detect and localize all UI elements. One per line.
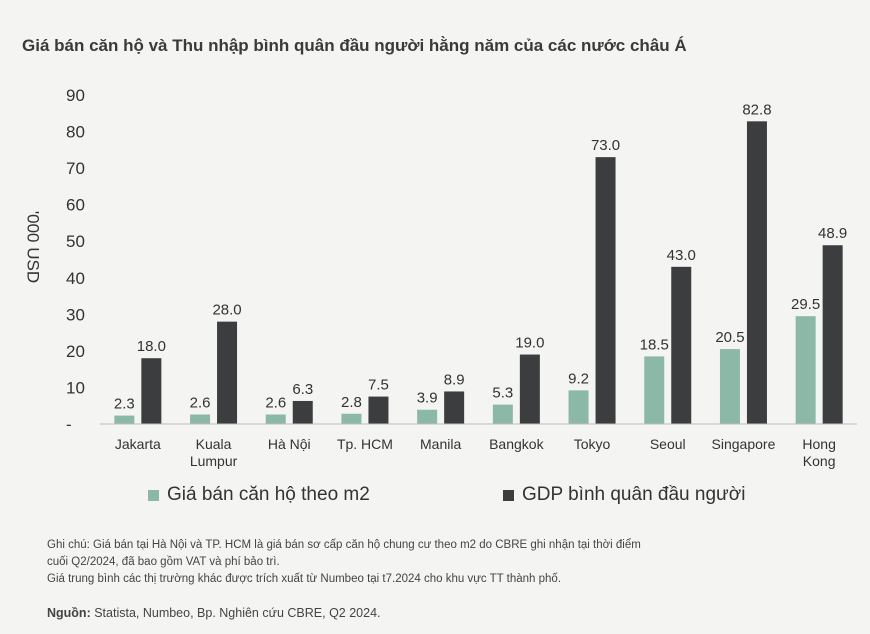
x-category-label: Kong xyxy=(803,453,836,469)
x-category-label: Hong xyxy=(802,436,835,452)
x-category-label: Kuala xyxy=(196,436,232,452)
y-tick-label: 20 xyxy=(66,342,85,361)
note-line-1: Ghi chú: Giá bán tại Hà Nội và TP. HCM l… xyxy=(47,539,641,551)
gdp-bar xyxy=(595,157,616,424)
gdp-bar xyxy=(217,321,238,424)
bar-chart: '000 USD - 10 20 30 40 50 60 70 80 90 2.3 18.0 Jakart… xyxy=(24,86,857,469)
gdp-bar xyxy=(822,245,843,424)
gdp-bar xyxy=(671,266,692,424)
x-category-label: Hà Nội xyxy=(268,436,311,452)
chart-notes: Ghi chú: Giá bán tại Hà Nội và TP. HCM l… xyxy=(47,537,827,588)
apartment-price-bar xyxy=(644,356,665,424)
apartment-price-label: 9.2 xyxy=(568,370,589,387)
x-category-label: Lumpur xyxy=(190,453,238,469)
apartment-price-bar xyxy=(568,390,589,424)
gdp-label: 7.5 xyxy=(368,377,389,394)
y-tick-label: - xyxy=(66,415,72,434)
y-tick-label: 80 xyxy=(66,123,85,142)
y-tick-label: 70 xyxy=(66,159,85,178)
legend-label-gdp: GDP bình quân đầu người xyxy=(522,484,746,505)
gdp-label: 18.0 xyxy=(137,338,166,355)
gdp-label: 43.0 xyxy=(667,247,696,264)
x-category-label: Singapore xyxy=(712,436,776,452)
apartment-price-label: 2.3 xyxy=(114,396,135,413)
y-tick-label: 30 xyxy=(66,305,85,324)
gdp-label: 73.0 xyxy=(591,137,620,154)
source-text: Statista, Numbeo, Bp. Nghiên cứu CBRE, Q… xyxy=(90,606,381,620)
chart-source: Nguồn: Statista, Numbeo, Bp. Nghiên cứu … xyxy=(47,606,381,620)
legend-item-apartment-price: Giá bán căn hộ theo m2 xyxy=(148,484,370,506)
gdp-bar xyxy=(444,391,465,424)
gdp-bar xyxy=(368,396,389,424)
y-tick-label: 60 xyxy=(66,196,85,215)
legend-swatch-gdp xyxy=(503,489,514,501)
gdp-bar xyxy=(141,358,162,424)
apartment-price-label: 2.6 xyxy=(265,394,286,411)
apartment-price-label: 3.9 xyxy=(417,390,438,407)
apartment-price-bar xyxy=(795,316,816,424)
chart-title: Giá bán căn hộ và Thu nhập bình quân đầu… xyxy=(22,36,687,55)
apartment-price-bar xyxy=(114,415,135,424)
gdp-label: 28.0 xyxy=(212,302,241,319)
apartment-price-label: 5.3 xyxy=(492,385,513,402)
gdp-bar xyxy=(519,354,540,424)
x-category-label: Bangkok xyxy=(489,436,544,452)
note-line-2: cuối Q2/2024, đã bao gồm VAT và phí bảo … xyxy=(47,556,280,568)
note-line-3: Giá trung bình các thị trường khác được … xyxy=(47,573,562,585)
apartment-price-bar xyxy=(417,409,438,424)
gdp-label: 19.0 xyxy=(515,335,544,352)
y-tick-label: 10 xyxy=(66,378,85,397)
apartment-price-bar xyxy=(265,414,286,424)
apartment-price-bar xyxy=(719,349,740,424)
x-category-label: Seoul xyxy=(650,436,686,452)
apartment-price-bar xyxy=(492,404,513,424)
y-tick-label: 90 xyxy=(66,86,85,105)
gdp-bar xyxy=(292,400,313,424)
x-category-label: Tp. HCM xyxy=(337,436,393,452)
gdp-label: 82.8 xyxy=(742,101,771,118)
apartment-price-label: 18.5 xyxy=(640,336,669,353)
legend-swatch-apartment-price xyxy=(148,489,159,501)
x-category-label: Manila xyxy=(420,436,461,452)
apartment-price-label: 2.6 xyxy=(190,394,211,411)
source-label: Nguồn: xyxy=(47,606,91,620)
apartment-price-label: 2.8 xyxy=(341,394,362,411)
x-category-label: Tokyo xyxy=(574,436,611,452)
gdp-bar xyxy=(746,121,767,424)
gdp-label: 6.3 xyxy=(292,381,313,398)
apartment-price-bar xyxy=(341,413,362,424)
legend-label-apartment-price: Giá bán căn hộ theo m2 xyxy=(167,484,370,505)
legend-item-gdp: GDP bình quân đầu người xyxy=(503,484,745,506)
apartment-price-label: 29.5 xyxy=(791,296,820,313)
y-axis-label: '000 USD xyxy=(24,211,43,283)
apartment-price-bar xyxy=(190,414,211,424)
y-tick-label: 40 xyxy=(66,269,85,288)
y-tick-label: 50 xyxy=(66,232,85,251)
gdp-label: 8.9 xyxy=(444,371,465,388)
gdp-label: 48.9 xyxy=(818,225,847,242)
x-category-label: Jakarta xyxy=(115,436,161,452)
apartment-price-label: 20.5 xyxy=(715,329,744,346)
